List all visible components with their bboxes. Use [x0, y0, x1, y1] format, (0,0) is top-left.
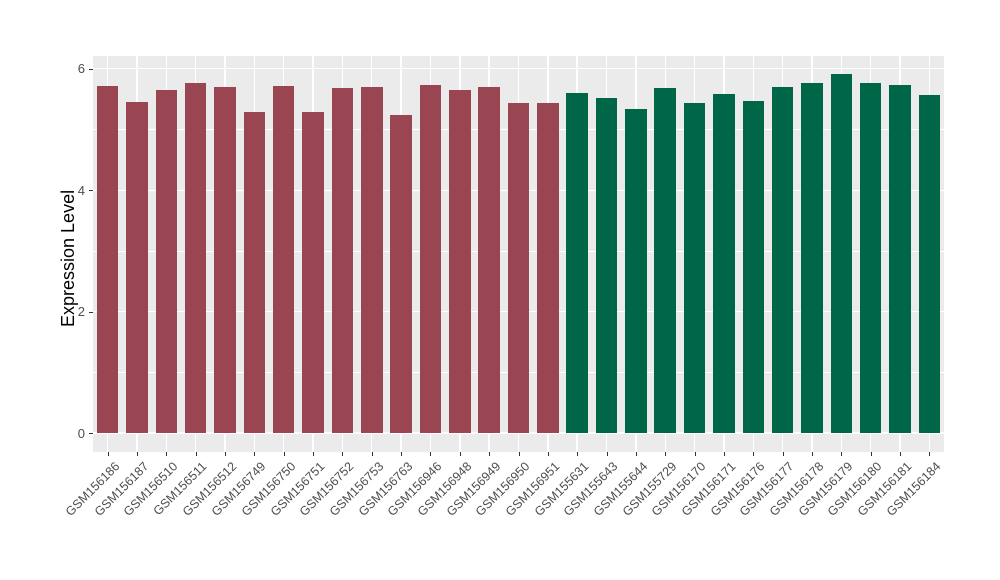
- bar-GSM156751: [302, 111, 324, 434]
- x-tick-mark: [899, 452, 901, 456]
- x-tick-mark: [254, 452, 256, 456]
- y-tick-mark: [89, 68, 93, 70]
- bar-GSM156180: [859, 83, 882, 434]
- bar-GSM156181: [889, 85, 911, 434]
- y-tick-mark: [89, 433, 93, 435]
- x-tick-mark: [870, 452, 872, 456]
- y-tick-label: 6: [77, 61, 85, 77]
- bar-GSM156176: [742, 100, 764, 434]
- x-tick-mark: [107, 452, 109, 456]
- y-tick-label: 0: [77, 425, 85, 441]
- x-tick-mark: [665, 452, 667, 456]
- bar-GSM155643: [595, 97, 618, 434]
- bar-GSM156179: [830, 74, 853, 434]
- bar-GSM156177: [771, 86, 794, 434]
- x-tick-mark: [753, 452, 755, 456]
- bar-GSM155644: [625, 109, 647, 434]
- y-tick-label: 4: [77, 182, 85, 198]
- x-tick-mark: [577, 452, 579, 456]
- bar-GSM156949: [478, 86, 500, 434]
- x-tick-mark: [195, 452, 197, 456]
- y-tick-label: 2: [77, 304, 85, 320]
- bar-GSM156511: [184, 83, 207, 434]
- x-tick-mark: [489, 452, 491, 456]
- x-tick-mark: [459, 452, 461, 456]
- bar-GSM156951: [537, 102, 559, 434]
- y-tick-mark: [89, 311, 93, 313]
- bar-GSM156763: [390, 114, 412, 434]
- x-tick-mark: [401, 452, 403, 456]
- bar-GSM156946: [419, 85, 442, 434]
- x-tick-mark: [342, 452, 344, 456]
- x-tick-mark: [313, 452, 315, 456]
- plot-panel: [93, 56, 944, 452]
- x-tick-mark: [137, 452, 139, 456]
- bar-GSM156749: [243, 111, 266, 434]
- bar-GSM156510: [155, 90, 178, 434]
- bar-GSM155729: [654, 88, 676, 434]
- x-tick-mark: [430, 452, 432, 456]
- bar-GSM156753: [361, 86, 383, 434]
- y-tick-mark: [89, 190, 93, 192]
- bar-GSM156184: [918, 94, 941, 434]
- x-tick-mark: [841, 452, 843, 456]
- bar-GSM156752: [331, 88, 354, 434]
- x-tick-mark: [225, 452, 227, 456]
- y-axis-title: Expression Level: [58, 189, 78, 327]
- x-tick-mark: [782, 452, 784, 456]
- bar-GSM156512: [214, 86, 236, 434]
- x-tick-mark: [635, 452, 637, 456]
- bar-GSM156171: [713, 94, 735, 434]
- x-tick-mark: [371, 452, 373, 456]
- bar-GSM156948: [449, 90, 471, 434]
- bar-GSM156187: [126, 102, 148, 434]
- bar-GSM156750: [272, 86, 295, 434]
- bar-GSM155631: [566, 93, 588, 434]
- bar-GSM156170: [683, 102, 706, 434]
- x-tick-mark: [166, 452, 168, 456]
- x-tick-mark: [518, 452, 520, 456]
- x-tick-mark: [283, 452, 285, 456]
- x-tick-mark: [606, 452, 608, 456]
- x-tick-mark: [694, 452, 696, 456]
- bar-GSM156186: [96, 85, 119, 434]
- x-tick-mark: [811, 452, 813, 456]
- x-tick-mark: [723, 452, 725, 456]
- x-tick-mark: [929, 452, 931, 456]
- x-tick-mark: [547, 452, 549, 456]
- bar-GSM156950: [507, 102, 530, 434]
- bar-GSM156178: [801, 83, 823, 434]
